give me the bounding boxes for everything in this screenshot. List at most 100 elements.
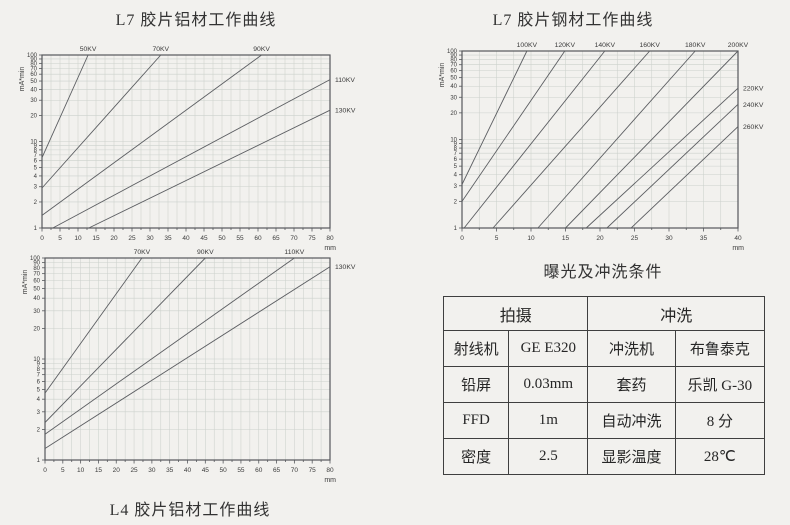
svg-text:80: 80: [33, 266, 40, 272]
curve-label-120KV: 120KV: [555, 42, 576, 49]
svg-text:75: 75: [309, 467, 317, 474]
curve-label-180KV: 180KV: [685, 42, 706, 49]
svg-text:80: 80: [450, 58, 457, 64]
svg-text:20: 20: [596, 235, 604, 242]
cell-value: 乐凯 G-30: [674, 366, 766, 403]
svg-text:90: 90: [33, 261, 40, 267]
svg-text:2: 2: [34, 200, 38, 206]
cell-label: 铅屏: [442, 366, 510, 403]
cell-label: 自动冲洗: [587, 402, 676, 439]
svg-text:25: 25: [128, 235, 136, 242]
svg-text:45: 45: [200, 235, 208, 242]
svg-text:9: 9: [34, 143, 38, 149]
svg-text:0: 0: [40, 235, 44, 242]
svg-text:70: 70: [33, 272, 40, 278]
cell-label: 射线机: [442, 330, 510, 367]
series-line-180KV: [537, 50, 696, 229]
svg-text:80: 80: [326, 235, 334, 242]
series-line-140KV: [463, 50, 606, 229]
svg-text:5: 5: [61, 467, 65, 474]
chart-l4-aluminum: 100 90 80 70 60 50 40 30 20 10 9 8 7 6 5 4 3 2 1 0 5 10 15 20 25…: [19, 240, 376, 490]
svg-text:15: 15: [562, 235, 570, 242]
cell-value: 0.03mm: [508, 366, 589, 403]
svg-text:5: 5: [58, 235, 62, 242]
series-line-120KV: [461, 50, 566, 202]
svg-text:10: 10: [74, 235, 82, 242]
svg-text:35: 35: [166, 467, 174, 474]
table-title: 曝光及冲洗条件: [543, 264, 663, 281]
svg-text:10: 10: [77, 467, 85, 474]
cell-value: 8 分: [674, 402, 766, 439]
header-developing: 冲洗: [587, 296, 765, 331]
grid: [44, 257, 331, 461]
svg-text:55: 55: [237, 467, 245, 474]
svg-text:80: 80: [30, 61, 37, 67]
cell-value: GE E320: [508, 330, 589, 367]
svg-text:30: 30: [30, 98, 37, 104]
svg-text:75: 75: [308, 235, 316, 242]
svg-text:65: 65: [273, 467, 281, 474]
svg-text:20: 20: [110, 235, 118, 242]
series-line-160KV: [492, 50, 651, 229]
svg-text:30: 30: [665, 235, 673, 242]
series-line-110KV: [44, 257, 295, 435]
svg-text:1: 1: [34, 226, 38, 232]
cell-label: 冲洗机: [587, 330, 676, 367]
svg-text:50: 50: [30, 79, 37, 85]
svg-text:50: 50: [218, 235, 226, 242]
svg-text:10: 10: [33, 357, 40, 363]
curve-label-260KV: 260KV: [743, 124, 764, 131]
svg-text:10: 10: [527, 235, 535, 242]
svg-text:35: 35: [164, 235, 172, 242]
svg-text:60: 60: [33, 278, 40, 284]
svg-text:45: 45: [202, 467, 210, 474]
header-shooting: 拍摄: [442, 296, 589, 331]
svg-text:0: 0: [43, 467, 47, 474]
series-line-90KV: [44, 257, 206, 423]
curve-label-240KV: 240KV: [743, 102, 764, 109]
svg-text:70: 70: [450, 63, 457, 69]
svg-text:9: 9: [454, 142, 458, 148]
svg-text:40: 40: [33, 296, 40, 302]
svg-text:5: 5: [454, 164, 458, 170]
svg-text:0: 0: [460, 235, 464, 242]
svg-text:100: 100: [30, 256, 41, 262]
series-line-70KV: [41, 54, 162, 189]
curve-label-160KV: 160KV: [639, 42, 660, 49]
curve-label-200KV: 200KV: [728, 42, 749, 49]
curve-label-100KV: 100KV: [517, 42, 538, 49]
series-line-50KV: [41, 54, 89, 158]
cell-value: 1m: [508, 402, 589, 439]
svg-text:6: 6: [37, 379, 41, 385]
svg-text:5: 5: [495, 235, 499, 242]
y-axis-unit: mA*min: [22, 270, 29, 295]
y-axis-unit: mA*min: [439, 63, 446, 88]
svg-text:30: 30: [33, 309, 40, 315]
svg-text:4: 4: [37, 397, 41, 403]
svg-text:40: 40: [734, 235, 742, 242]
svg-text:60: 60: [450, 69, 457, 75]
cell-label: FFD: [442, 402, 510, 439]
cell-value: 28℃: [674, 438, 766, 475]
table-header-row: 拍摄 冲洗: [442, 296, 765, 331]
curve-label-110KV: 110KV: [335, 77, 355, 84]
svg-text:25: 25: [631, 235, 639, 242]
svg-text:3: 3: [34, 185, 38, 191]
svg-text:1: 1: [37, 458, 41, 464]
svg-text:20: 20: [33, 327, 40, 333]
series-line-70KV: [44, 257, 143, 394]
svg-text:20: 20: [30, 113, 37, 119]
curve-label-220KV: 220KV: [743, 86, 764, 93]
chart-l7-steel: 100 90 80 70 60 50 40 30 20 10 9 8 7 6 5 4 3 2 1 0 5 10 15 20 25…: [436, 33, 784, 258]
chart-title-l7-steel: L7 胶片钢材工作曲线: [492, 12, 654, 29]
curve-label-90KV: 90KV: [197, 249, 214, 256]
x-axis: 0 5 10 15 20 25 30 35 40 45 50 55 60 65 70 75 80: [43, 460, 334, 474]
svg-text:60: 60: [255, 467, 263, 474]
svg-text:100: 100: [27, 53, 38, 59]
svg-text:6: 6: [454, 157, 458, 163]
curve-label-70KV: 70KV: [152, 46, 169, 53]
